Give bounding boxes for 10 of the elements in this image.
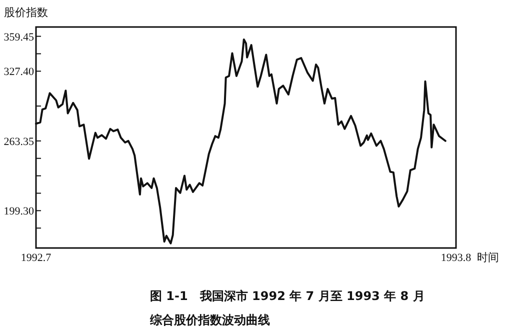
- y-tick-label: 199.30: [4, 206, 34, 218]
- text: 综合股价指数波动曲线: [149, 313, 270, 327]
- text: 图 1-1 我国深市 1992 年 7 月至 1993 年 8 月: [150, 289, 425, 303]
- x-axis-title: 时间: [477, 251, 499, 264]
- y-tick-label: 263.35: [4, 136, 34, 148]
- x-tick-label: 1992.7: [20, 252, 52, 264]
- y-tick-label: 327.40: [4, 66, 34, 78]
- x-tick-label: 1993.8: [440, 252, 472, 264]
- y-tick-label: 359.45: [4, 31, 34, 44]
- y-axis-title: 股价指数: [4, 6, 48, 19]
